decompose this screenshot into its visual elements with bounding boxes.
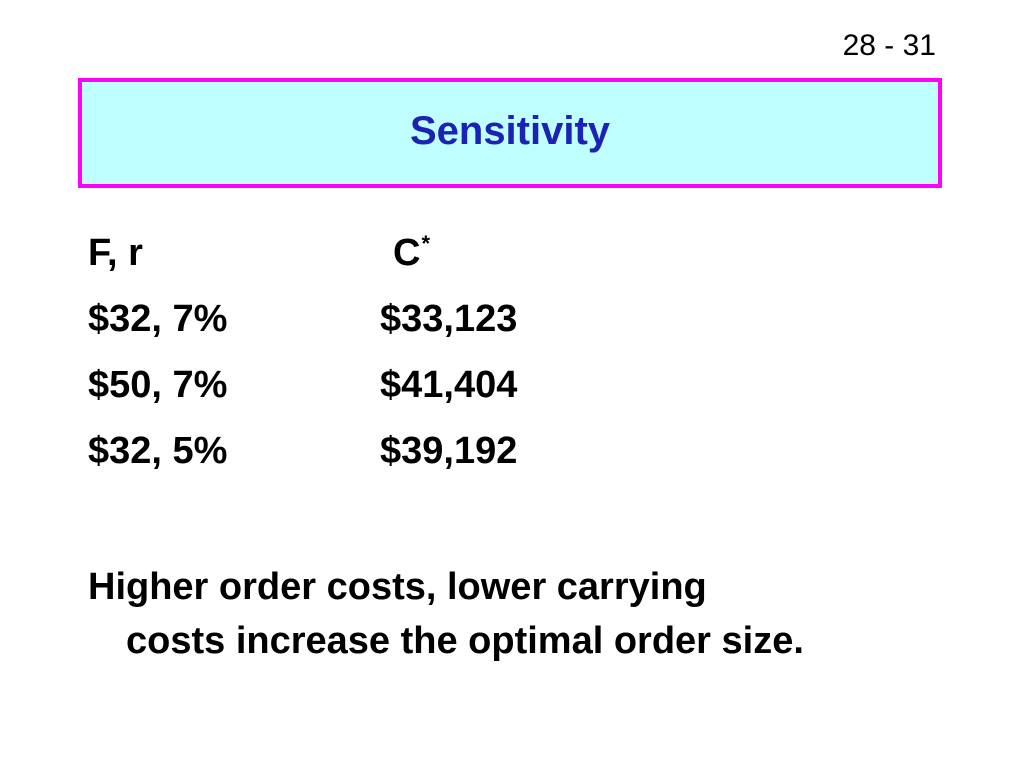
header-c-label: C	[393, 232, 421, 274]
slide-title: Sensitivity	[409, 109, 611, 153]
row-1-f-r: $32, 7%	[88, 298, 228, 340]
conclusion-text: Higher order costs, lower carrying costs…	[88, 560, 968, 668]
header-c-superscript: *	[421, 231, 431, 256]
row-2-f-r: $50, 7%	[88, 364, 228, 406]
row-1-c-star: $33,123	[380, 298, 518, 340]
conclusion-line-2: costs increase the optimal order size.	[126, 620, 804, 662]
title-box: Sensitivity	[78, 78, 942, 188]
conclusion-line-1: Higher order costs, lower carrying	[88, 566, 707, 608]
header-f-r: F, r	[88, 232, 143, 274]
row-3-c-star: $39,192	[380, 430, 518, 472]
row-2-c-star: $41,404	[380, 364, 518, 406]
row-3-f-r: $32, 5%	[88, 430, 228, 472]
page-number: 28 - 31	[842, 29, 936, 62]
header-c-star: C*	[393, 230, 430, 281]
